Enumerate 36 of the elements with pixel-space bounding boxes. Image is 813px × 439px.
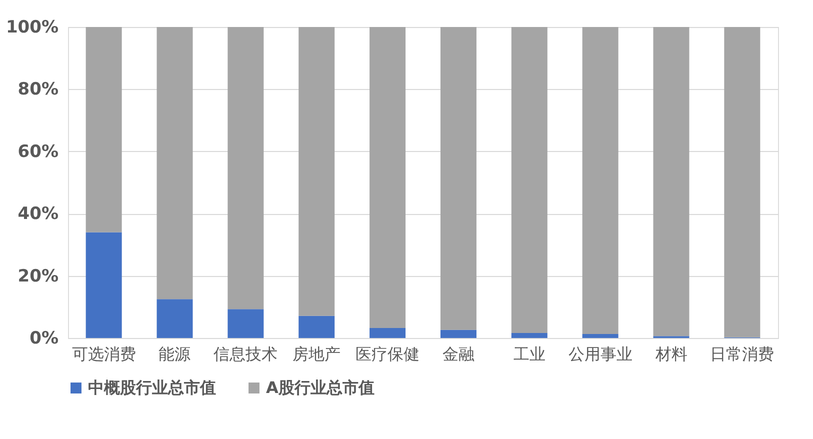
bar bbox=[724, 27, 760, 338]
x-tick-label: 医疗保健 bbox=[356, 344, 420, 364]
x-tick-label: 房地产 bbox=[292, 344, 341, 364]
bar bbox=[440, 330, 476, 338]
bar bbox=[298, 27, 335, 316]
y-tick-label: 20% bbox=[18, 266, 58, 286]
x-tick-label: 工业 bbox=[513, 344, 546, 364]
x-tick-label: 材料 bbox=[654, 344, 688, 364]
bar bbox=[156, 299, 193, 338]
x-tick-label: 公用事业 bbox=[568, 344, 632, 364]
bar bbox=[511, 333, 548, 338]
bar bbox=[370, 328, 406, 338]
bar bbox=[86, 27, 122, 232]
y-tick-label: 80% bbox=[18, 80, 58, 100]
x-tick-label: 能源 bbox=[158, 344, 191, 364]
legend-label: 中概股行业总市值 bbox=[88, 378, 216, 397]
bar bbox=[228, 309, 264, 338]
bar bbox=[440, 27, 476, 330]
x-tick-label: 日常消费 bbox=[710, 344, 774, 364]
bar bbox=[298, 316, 335, 338]
y-tick-label: 40% bbox=[18, 204, 58, 224]
y-tick-label: 0% bbox=[30, 328, 58, 348]
x-tick-label: 信息技术 bbox=[214, 344, 278, 364]
bar bbox=[370, 27, 406, 328]
bar bbox=[511, 27, 548, 334]
x-tick-label: 可选消费 bbox=[72, 344, 136, 364]
bar bbox=[582, 27, 618, 334]
bar bbox=[582, 334, 618, 338]
bar bbox=[228, 27, 264, 310]
bar bbox=[653, 27, 690, 336]
x-tick-label: 金融 bbox=[442, 344, 474, 364]
bar bbox=[156, 27, 193, 300]
y-tick-label: 60% bbox=[18, 142, 58, 162]
y-tick-label: 100% bbox=[6, 18, 58, 38]
bar bbox=[86, 232, 122, 338]
legend-label: A股行业总市值 bbox=[266, 378, 374, 397]
